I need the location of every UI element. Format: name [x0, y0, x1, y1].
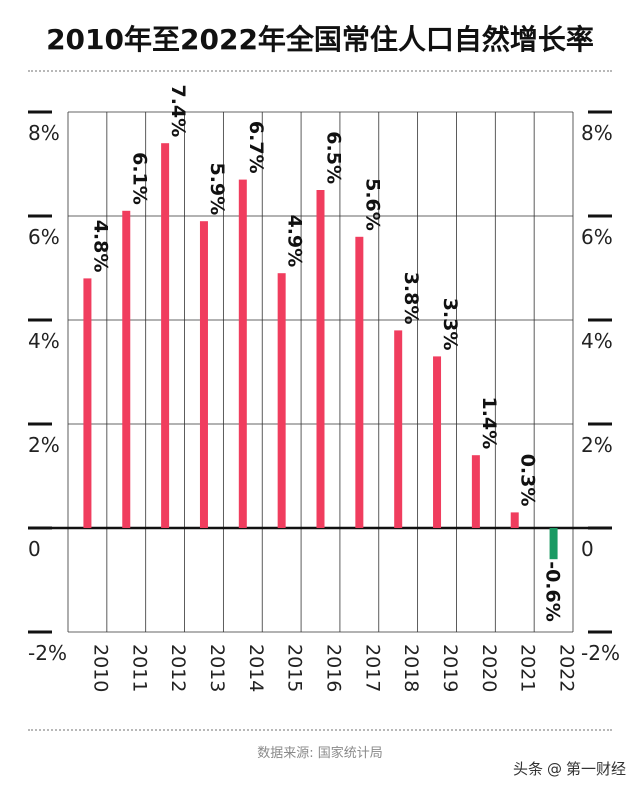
data-label-2017: 5.6%: [361, 178, 383, 231]
data-label-2014: 6.7%: [245, 121, 267, 174]
y-tick-label-left: 6%: [28, 225, 60, 249]
y-tick-label-right: 8%: [581, 121, 613, 145]
data-label-2010: 4.8%: [89, 220, 111, 273]
x-tick-label-2015: 2015: [284, 644, 306, 692]
at-icon: @: [546, 759, 562, 778]
y-tick-label-right: 4%: [581, 329, 613, 353]
bar-2010: [83, 278, 92, 528]
bottom-divider: [28, 729, 612, 731]
y-tick-label-right: 0: [581, 537, 594, 561]
y-tick-label-right: 6%: [581, 225, 613, 249]
bar-2017: [355, 236, 364, 529]
bar-2013: [199, 221, 208, 528]
x-tick-label-2014: 2014: [245, 644, 267, 692]
data-label-2019: 3.3%: [439, 298, 461, 351]
bar-2019: [433, 356, 442, 528]
data-label-2016: 6.5%: [323, 131, 345, 184]
data-label-2018: 3.8%: [400, 272, 422, 325]
x-tick-label-2010: 2010: [89, 644, 111, 692]
bar-2018: [394, 330, 403, 528]
x-tick-label-2017: 2017: [361, 644, 383, 692]
data-label-2020: 1.4%: [478, 396, 500, 449]
data-label-2012: 7.4%: [167, 84, 189, 137]
x-tick-label-2021: 2021: [517, 644, 539, 692]
data-label-2011: 6.1%: [128, 152, 150, 205]
y-tick-label-right: 2%: [581, 433, 613, 457]
y-tick-label-right: -2%: [581, 641, 620, 665]
x-tick-label-2020: 2020: [478, 644, 500, 692]
bar-2014: [238, 179, 247, 528]
data-label-2021: 0.3%: [517, 454, 539, 507]
x-tick-label-2019: 2019: [439, 644, 461, 692]
data-label-2015: 4.9%: [284, 214, 306, 267]
x-tick-label-2022: 2022: [556, 644, 578, 692]
x-tick-label-2013: 2013: [206, 644, 228, 692]
x-tick-label-2012: 2012: [167, 644, 189, 692]
y-tick-label-left: 0: [28, 537, 41, 561]
watermark-account: 第一财经: [565, 760, 626, 778]
bar-2020: [471, 455, 480, 528]
chart-title: 2010年至2022年全国常住人口自然增长率: [46, 23, 594, 56]
data-label-2022: -0.6%: [542, 561, 564, 622]
x-tick-label-2011: 2011: [128, 644, 150, 692]
bar-2012: [161, 143, 170, 528]
bar-2015: [277, 273, 286, 528]
data-source: 数据来源: 国家统计局: [257, 746, 383, 761]
data-label-2013: 5.9%: [206, 162, 228, 215]
bar-2016: [316, 190, 325, 528]
bar-2022: [549, 528, 558, 560]
watermark-brand: 头条: [512, 760, 543, 778]
x-tick-label-2016: 2016: [323, 644, 345, 692]
watermark: 头条 @ 第一财经: [513, 758, 626, 779]
y-tick-label-left: 2%: [28, 433, 60, 457]
bar-2011: [122, 210, 131, 529]
y-tick-label-left: 8%: [28, 121, 60, 145]
bar-2021: [510, 512, 519, 528]
y-tick-label-left: -2%: [28, 641, 67, 665]
y-tick-label-left: 4%: [28, 329, 60, 353]
top-divider: [28, 70, 612, 72]
x-tick-label-2018: 2018: [400, 644, 422, 692]
